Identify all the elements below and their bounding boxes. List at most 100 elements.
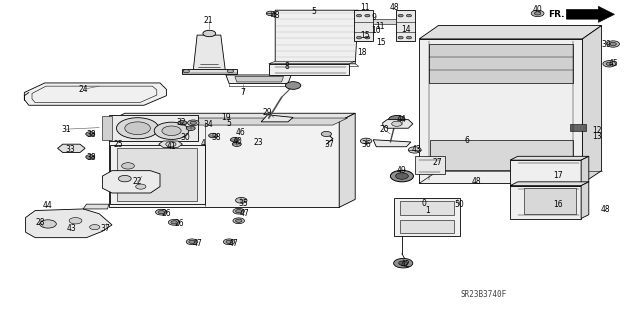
Circle shape: [189, 240, 195, 243]
Polygon shape: [354, 10, 373, 41]
Text: 27: 27: [432, 158, 442, 167]
Circle shape: [162, 126, 181, 136]
Text: 22: 22: [133, 177, 142, 186]
Circle shape: [236, 197, 247, 203]
Text: 24: 24: [78, 85, 88, 94]
Text: 13: 13: [592, 132, 602, 141]
Text: 10: 10: [371, 26, 381, 35]
Circle shape: [40, 220, 56, 228]
Circle shape: [168, 219, 180, 225]
Text: 41: 41: [166, 142, 177, 151]
Polygon shape: [117, 148, 197, 201]
Circle shape: [321, 131, 332, 137]
Polygon shape: [182, 69, 237, 74]
Polygon shape: [373, 140, 411, 147]
Circle shape: [534, 12, 541, 15]
Polygon shape: [83, 204, 109, 209]
Circle shape: [186, 126, 195, 130]
Text: 14: 14: [401, 25, 412, 34]
Circle shape: [531, 10, 544, 17]
Text: 6: 6: [465, 136, 470, 145]
Text: 18: 18: [357, 48, 366, 57]
Circle shape: [178, 121, 187, 125]
Text: 4: 4: [201, 139, 206, 148]
Polygon shape: [275, 10, 358, 64]
Text: 48: 48: [600, 205, 611, 214]
Polygon shape: [570, 124, 586, 131]
Circle shape: [227, 70, 234, 73]
Text: 21: 21: [204, 16, 212, 25]
Text: 0: 0: [421, 199, 426, 208]
Text: 19: 19: [221, 113, 231, 122]
Polygon shape: [110, 145, 205, 204]
Polygon shape: [102, 171, 160, 193]
Circle shape: [156, 209, 167, 215]
Text: 39: 39: [602, 40, 612, 48]
Circle shape: [406, 14, 412, 17]
Text: 25: 25: [113, 140, 124, 149]
Text: 1: 1: [425, 206, 430, 215]
Polygon shape: [226, 75, 291, 84]
Circle shape: [356, 36, 362, 39]
Circle shape: [399, 261, 408, 265]
Text: 8: 8: [284, 63, 289, 71]
Text: 38: 38: [86, 153, 96, 162]
Text: 42: 42: [400, 260, 410, 269]
Circle shape: [394, 258, 413, 268]
Circle shape: [236, 210, 242, 213]
Circle shape: [158, 211, 164, 214]
Text: 30: 30: [180, 133, 191, 142]
Text: 46: 46: [235, 128, 245, 137]
Polygon shape: [510, 156, 589, 160]
Text: 16: 16: [553, 200, 563, 209]
Polygon shape: [429, 44, 573, 83]
Circle shape: [188, 120, 199, 126]
Polygon shape: [400, 201, 454, 215]
Circle shape: [183, 70, 189, 73]
Text: 11: 11: [376, 22, 385, 31]
Circle shape: [118, 175, 131, 182]
Text: 49: 49: [397, 166, 407, 175]
Text: 33: 33: [65, 145, 76, 154]
Polygon shape: [510, 182, 589, 186]
Circle shape: [86, 132, 95, 136]
Polygon shape: [419, 39, 582, 183]
Text: 15: 15: [360, 31, 370, 40]
Circle shape: [388, 115, 405, 124]
Text: 44: 44: [397, 115, 407, 124]
Circle shape: [606, 62, 612, 65]
Circle shape: [266, 11, 275, 16]
Circle shape: [209, 133, 218, 138]
Text: 20: 20: [379, 125, 389, 134]
Polygon shape: [396, 10, 415, 41]
Text: 26: 26: [174, 219, 184, 228]
Circle shape: [171, 221, 177, 224]
Circle shape: [607, 41, 620, 47]
Text: 47: 47: [192, 239, 202, 248]
Circle shape: [392, 121, 402, 126]
Circle shape: [230, 137, 239, 142]
Text: 32: 32: [176, 118, 186, 127]
Polygon shape: [581, 182, 589, 219]
Polygon shape: [510, 160, 581, 186]
Circle shape: [190, 121, 196, 124]
Text: 34: 34: [203, 120, 213, 129]
Text: 40: 40: [232, 137, 243, 146]
Circle shape: [90, 225, 100, 230]
Polygon shape: [159, 141, 182, 147]
Circle shape: [69, 218, 82, 224]
Text: SR23B3740F: SR23B3740F: [461, 290, 507, 299]
Text: 48: 48: [472, 177, 482, 186]
Circle shape: [120, 178, 136, 186]
Polygon shape: [269, 64, 349, 75]
Text: 37: 37: [100, 224, 111, 233]
Text: FR.: FR.: [548, 10, 565, 19]
Polygon shape: [58, 144, 85, 152]
Polygon shape: [566, 6, 614, 22]
Text: 45: 45: [608, 59, 618, 68]
Text: 48: 48: [270, 11, 280, 20]
Circle shape: [398, 14, 403, 17]
Text: 5: 5: [311, 7, 316, 16]
Text: 38: 38: [211, 133, 221, 142]
Polygon shape: [109, 113, 355, 121]
